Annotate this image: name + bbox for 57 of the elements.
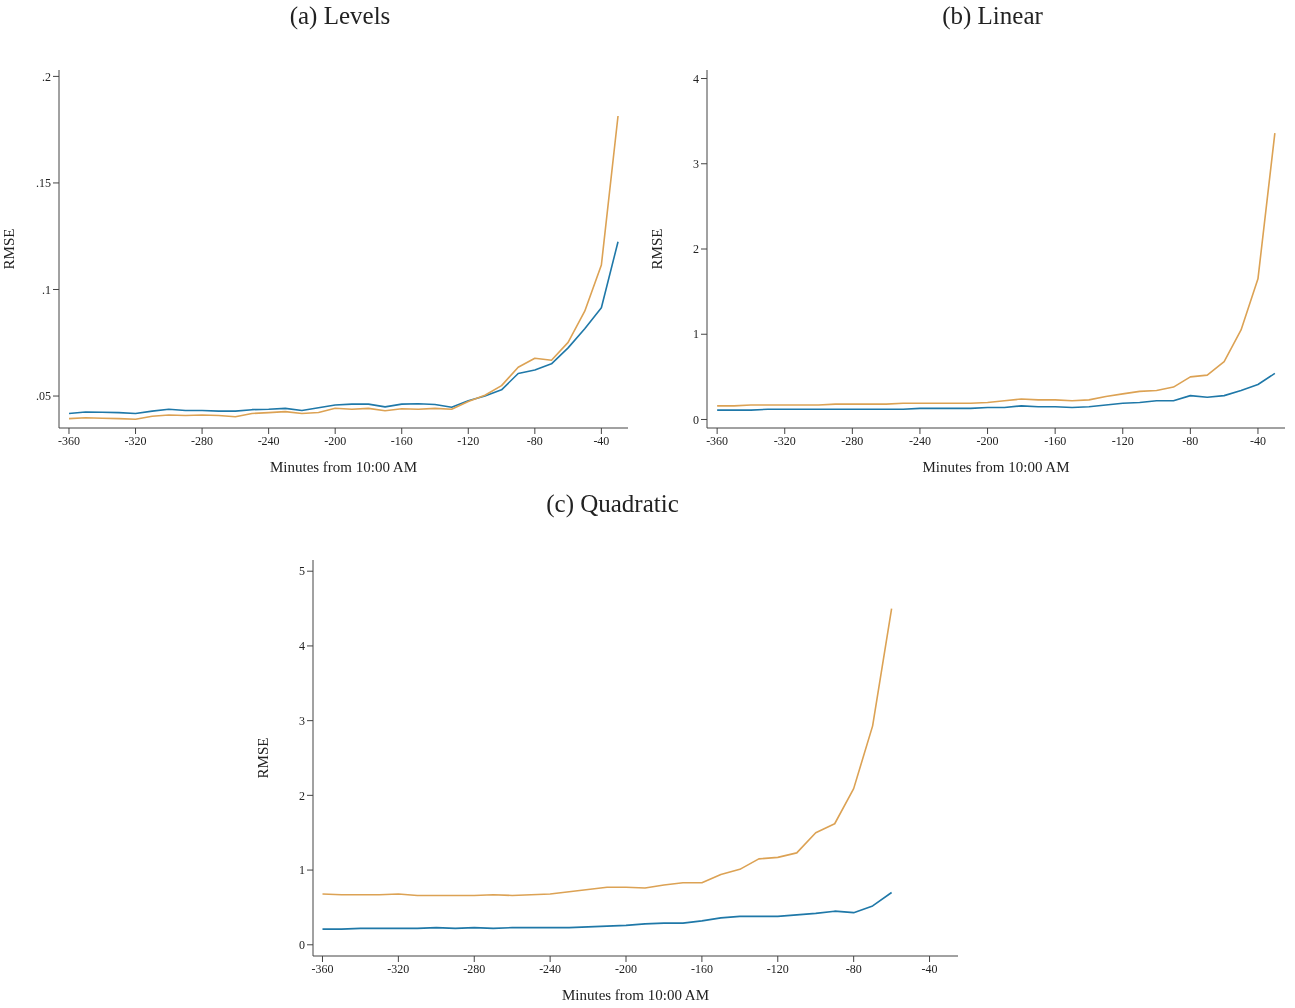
y-tick-label: 1 xyxy=(693,327,699,342)
line-series xyxy=(68,240,619,415)
x-tick-label: -360 xyxy=(706,433,729,448)
x-tick-label: -160 xyxy=(1044,433,1067,448)
y-tick-label: 0 xyxy=(299,938,305,953)
x-tick-label: -280 xyxy=(841,433,864,448)
x-tick-label: -320 xyxy=(773,433,796,448)
y-tick-label: 0 xyxy=(693,412,699,427)
y-tick-label: 5 xyxy=(299,564,305,579)
x-tick-label: -120 xyxy=(457,433,480,448)
x-tick-label: -40 xyxy=(921,961,938,976)
y-tick-label: 3 xyxy=(299,713,305,728)
x-tick-label: -240 xyxy=(539,961,562,976)
x-axis-title: Minutes from 10:00 AM xyxy=(922,459,1070,475)
y-tick-label: 3 xyxy=(693,157,699,172)
line-series xyxy=(716,132,1276,407)
x-tick-label: -240 xyxy=(257,433,280,448)
y-axis-title: RMSE xyxy=(649,228,666,270)
x-tick-label: -160 xyxy=(390,433,413,448)
y-axis-title: RMSE xyxy=(1,228,18,270)
x-tick-label: -360 xyxy=(311,961,334,976)
y-tick-label: 2 xyxy=(299,788,305,803)
chart-title: (a) Levels xyxy=(288,2,392,30)
x-tick-label: -320 xyxy=(387,961,410,976)
y-tick-label: .05 xyxy=(36,389,51,404)
x-axis-title: Minutes from 10:00 AM xyxy=(561,987,710,1003)
chart-title: (b) Linear xyxy=(941,2,1044,30)
y-tick-label: .15 xyxy=(36,176,51,191)
y-tick-label: 1 xyxy=(299,863,305,878)
x-tick-label: -200 xyxy=(324,433,347,448)
y-tick-label: 2 xyxy=(693,242,699,257)
x-tick-label: -240 xyxy=(908,433,931,448)
x-tick-label: -360 xyxy=(57,433,80,448)
x-axis-title: Minutes from 10:00 AM xyxy=(269,459,418,475)
line-series xyxy=(716,372,1276,411)
y-tick-label: 4 xyxy=(299,639,305,654)
x-tick-label: -40 xyxy=(593,433,610,448)
line-series xyxy=(321,891,893,930)
x-tick-label: -120 xyxy=(1111,433,1134,448)
x-tick-label: -320 xyxy=(124,433,147,448)
line-series xyxy=(321,607,893,897)
x-tick-label: -160 xyxy=(690,961,713,976)
x-tick-label: -80 xyxy=(526,433,543,448)
y-tick-label: .1 xyxy=(42,282,51,297)
line-series xyxy=(68,115,619,421)
x-tick-label: -200 xyxy=(976,433,999,448)
x-tick-label: -280 xyxy=(191,433,214,448)
x-tick-label: -120 xyxy=(766,961,789,976)
x-tick-label: -40 xyxy=(1249,433,1266,448)
x-tick-label: -280 xyxy=(463,961,486,976)
chart-title: (c) Quadratic xyxy=(545,490,680,518)
y-axis-title: RMSE xyxy=(255,737,272,779)
x-tick-label: -80 xyxy=(1182,433,1199,448)
y-tick-label: .2 xyxy=(42,69,51,84)
y-tick-label: 4 xyxy=(693,71,699,86)
x-tick-label: -80 xyxy=(845,961,862,976)
x-tick-label: -200 xyxy=(615,961,638,976)
